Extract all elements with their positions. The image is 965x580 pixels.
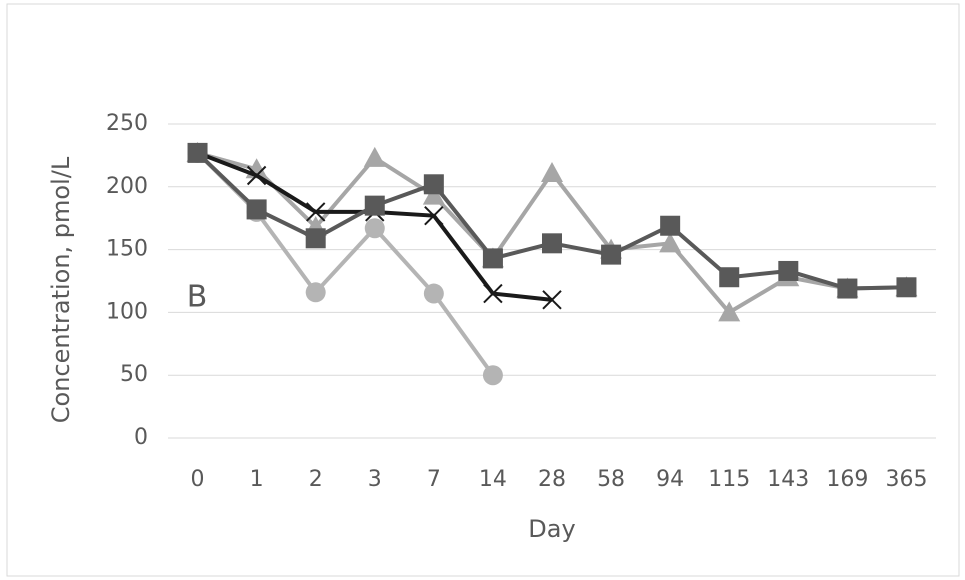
y-tick-label: 0 (134, 425, 148, 450)
point (246, 165, 267, 186)
y-tick-label: 200 (106, 174, 148, 199)
annotation: B (187, 280, 208, 315)
x-tick-label: 58 (597, 467, 625, 492)
x-tick-label: 94 (656, 467, 684, 492)
x-tick-label: 28 (538, 467, 566, 492)
x-tick-label: 365 (885, 467, 927, 492)
point (660, 215, 681, 236)
point (187, 142, 208, 163)
y-tick-label: 50 (120, 362, 148, 387)
x-axis-title: Day (528, 515, 575, 543)
x-tick-label: 14 (479, 467, 507, 492)
x-tick-label: 3 (368, 467, 382, 492)
y-tick-label: 250 (106, 111, 148, 136)
x-tick-label: 1 (250, 467, 264, 492)
point (305, 282, 326, 303)
point (364, 195, 385, 216)
y-axis-title: Concentration, pmol/L (47, 156, 75, 423)
point (659, 232, 682, 253)
x-tick-label: 143 (767, 467, 809, 492)
x-tick-label: 115 (708, 467, 750, 492)
x-tick-label: 2 (309, 467, 323, 492)
point (483, 283, 503, 304)
point (305, 202, 326, 222)
point (718, 301, 741, 322)
x-tick-label: 169 (826, 467, 868, 492)
point (719, 267, 740, 288)
point (542, 233, 562, 254)
chart-frame (6, 3, 960, 577)
y-tick-label: 150 (106, 237, 148, 262)
point (837, 278, 858, 299)
point (423, 174, 444, 195)
x-tick-label: 7 (427, 467, 441, 492)
point (482, 365, 503, 386)
point (364, 218, 385, 239)
point (778, 260, 799, 281)
y-tick-label: 100 (106, 299, 148, 324)
point (246, 199, 267, 220)
point (541, 161, 563, 182)
point (542, 290, 562, 310)
point (363, 146, 386, 167)
point (422, 184, 445, 205)
x-tick-label: 0 (191, 467, 205, 492)
point (424, 205, 444, 226)
point (305, 228, 326, 249)
point (601, 244, 622, 265)
point (896, 277, 917, 298)
point (482, 248, 503, 269)
point (423, 283, 444, 304)
